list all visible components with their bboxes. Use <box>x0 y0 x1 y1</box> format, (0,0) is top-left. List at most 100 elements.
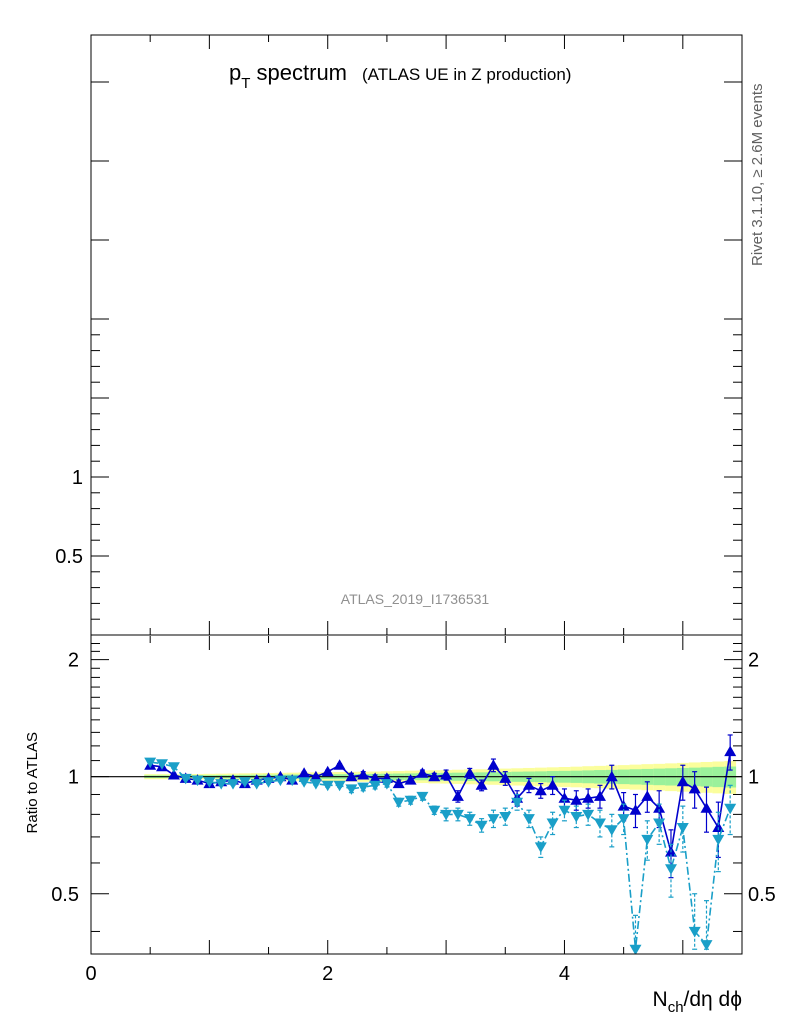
main-y-ticks <box>91 81 742 636</box>
data-point <box>392 797 405 809</box>
data-point <box>309 770 322 782</box>
ratio-y-tick-label: 2 <box>68 650 79 672</box>
main-panel-frame <box>90 34 743 636</box>
data-point <box>321 780 334 792</box>
data-point <box>369 780 382 792</box>
x-tick-label: 2 <box>322 963 333 985</box>
data-point <box>416 791 429 803</box>
data-point <box>688 926 701 938</box>
data-point <box>286 775 299 787</box>
data-point <box>605 825 618 836</box>
data-point <box>451 809 464 821</box>
data-point <box>546 818 559 829</box>
title-p: p <box>229 60 241 85</box>
data-point <box>558 805 571 817</box>
data-point <box>345 770 358 782</box>
data-point <box>369 772 382 783</box>
data-point <box>238 777 251 788</box>
data-point <box>594 818 606 829</box>
data-point <box>653 802 666 813</box>
data-point <box>167 762 180 773</box>
data-point <box>570 812 583 823</box>
data-point <box>451 790 464 801</box>
x-axis-label: Nch/dη dϕ <box>653 988 742 1016</box>
data-point <box>179 773 192 785</box>
data-point <box>345 784 358 795</box>
data-point <box>594 790 606 801</box>
analysis-id-label: ATLAS_2019_I1736531 <box>341 591 490 607</box>
data-point <box>676 823 689 834</box>
data-point <box>463 767 476 778</box>
ratio-panel: 0.5 1 2 0.5 1 2 0 2 4 Ratio to ATLAS Nch/dη dϕ <box>24 634 776 1016</box>
main-y-tick-labels: 0.51 <box>55 467 83 568</box>
data-point <box>404 795 417 807</box>
data-point <box>499 812 512 823</box>
data-point <box>617 814 630 825</box>
x-axis-label-subscript: ch <box>668 999 684 1016</box>
data-point <box>298 767 311 778</box>
rivet-version-label: Rivet 3.1.10, ≥ 2.6M events <box>749 84 766 267</box>
x-axis-label-n: N <box>653 988 668 1011</box>
data-point <box>357 782 370 794</box>
data-point <box>487 759 500 770</box>
data-point <box>404 774 417 785</box>
data-point <box>392 777 405 789</box>
data-point <box>475 820 488 832</box>
data-point <box>440 769 453 780</box>
data-point <box>167 769 180 780</box>
data-point <box>428 770 441 782</box>
data-point <box>641 834 654 846</box>
ratio-ticks <box>90 636 743 954</box>
data-point <box>487 814 500 825</box>
data-point <box>298 777 311 788</box>
ratio-y-tick-label: 0.5 <box>51 884 79 906</box>
x-tick-labels: 0 2 4 <box>85 963 570 985</box>
x-tick-label: 0 <box>85 963 96 985</box>
ratio-series <box>144 734 737 954</box>
data-point <box>546 779 559 790</box>
data-point <box>724 803 737 815</box>
ratio-panel-frame <box>90 634 743 955</box>
data-point <box>428 805 441 817</box>
data-point <box>653 818 666 829</box>
data-point <box>215 779 228 790</box>
title-subscript: T <box>241 75 250 92</box>
ratio-y-tick-labels-right: 0.5 1 2 <box>748 650 776 906</box>
data-point <box>522 814 535 825</box>
data-point <box>156 759 168 770</box>
data-point <box>262 777 275 788</box>
data-point <box>333 780 346 792</box>
data-point <box>227 779 239 790</box>
data-point <box>380 779 393 790</box>
data-point <box>416 767 429 778</box>
data-point <box>605 770 618 782</box>
ratio-y-axis-label: Ratio to ATLAS <box>24 732 41 833</box>
data-point <box>629 804 642 815</box>
title-rest: spectrum <box>250 60 347 85</box>
data-point <box>700 802 713 813</box>
data-point <box>582 809 595 821</box>
data-point <box>582 792 595 803</box>
data-point <box>191 775 204 787</box>
data-point <box>522 779 535 790</box>
plot-title: pT spectrum <box>229 60 347 92</box>
data-point <box>665 864 677 875</box>
data-point <box>511 797 524 809</box>
ratio-y-tick-label-right: 1 <box>748 767 759 789</box>
ratio-y-tick-label-right: 2 <box>748 650 759 672</box>
x-tick-label: 4 <box>559 963 570 985</box>
main-y-tick-label: 1 <box>72 467 83 489</box>
data-point <box>712 834 725 846</box>
data-point <box>700 940 713 951</box>
data-point <box>688 782 701 794</box>
data-point <box>641 790 654 801</box>
main-y-tick-label: 0.5 <box>55 546 83 568</box>
data-point <box>724 745 737 757</box>
data-point <box>629 944 642 954</box>
data-point <box>321 765 334 777</box>
data-point <box>440 809 453 821</box>
data-point <box>463 814 476 825</box>
data-point <box>558 792 571 803</box>
data-point <box>274 775 287 787</box>
x-axis-label-rest: /dη dϕ <box>684 988 742 1011</box>
